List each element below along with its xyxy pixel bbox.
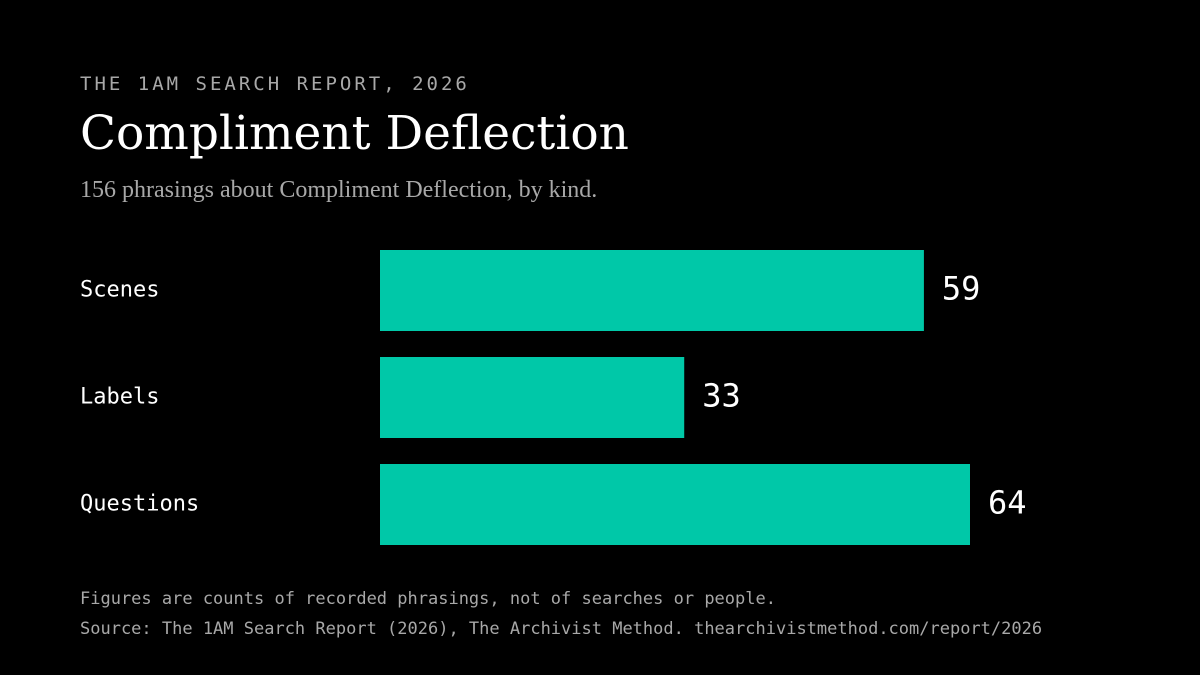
category-label-labels: Labels <box>80 385 159 410</box>
bar-scenes <box>380 250 924 331</box>
value-label-questions: 64 <box>988 484 1027 522</box>
chart-title: Compliment Deflection <box>80 106 629 161</box>
category-label-questions: Questions <box>80 492 199 517</box>
bar-labels <box>380 357 685 438</box>
bar-questions <box>380 464 970 545</box>
report-kicker: THE 1AM SEARCH REPORT, 2026 <box>80 73 470 95</box>
value-label-scenes: 59 <box>942 270 981 308</box>
category-label-scenes: Scenes <box>80 278 159 303</box>
chart-subtitle: 156 phrasings about Compliment Deflectio… <box>80 177 598 203</box>
source-note: Source: The 1AM Search Report (2026), Th… <box>80 619 1043 639</box>
footnote: Figures are counts of recorded phrasings… <box>80 589 776 609</box>
value-label-labels: 33 <box>702 377 741 415</box>
